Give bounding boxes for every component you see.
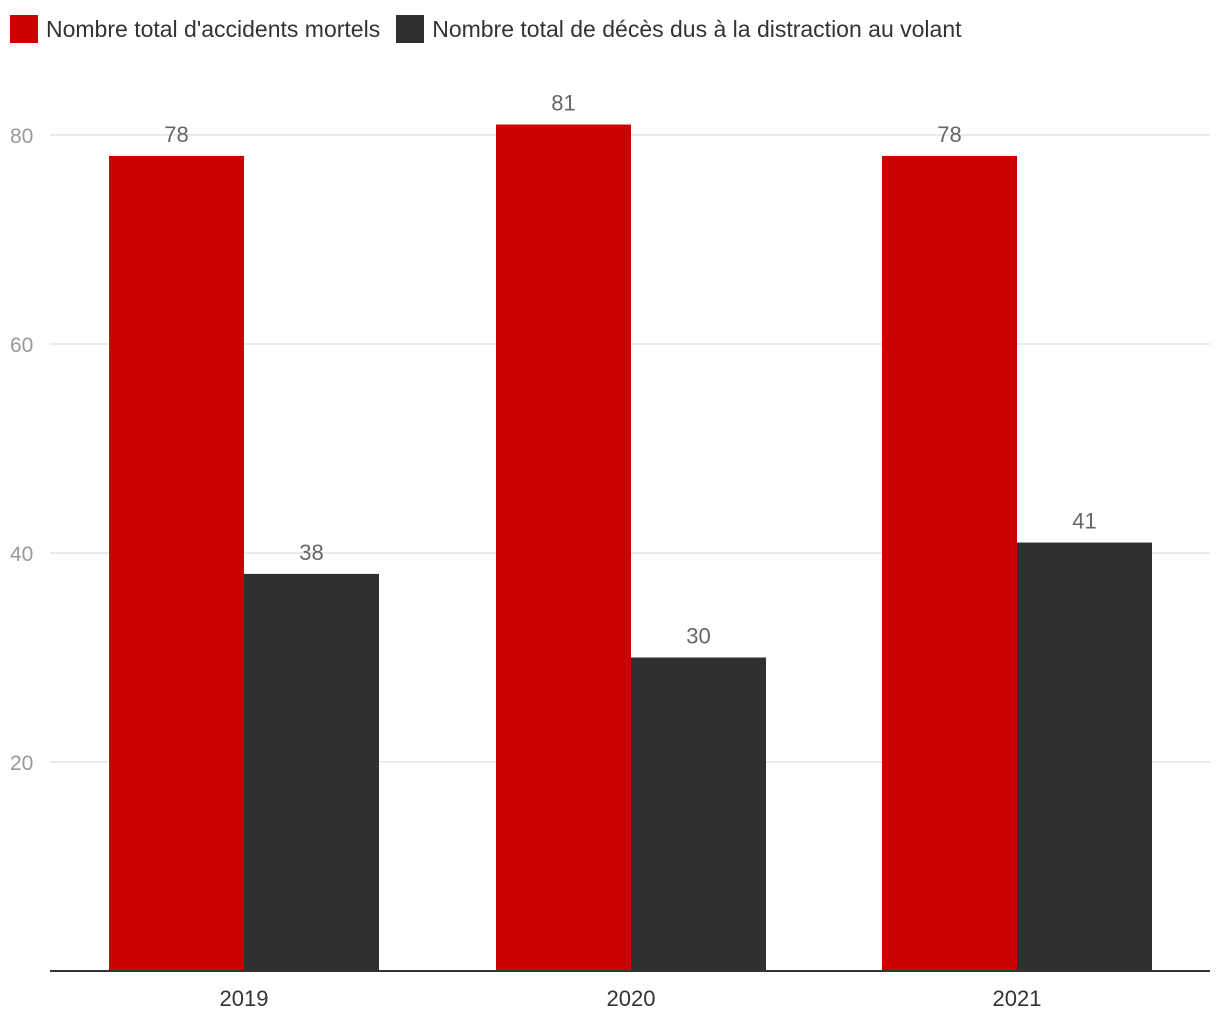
bar-distraction-deaths-2021: [1017, 542, 1152, 971]
bar-accidents-2019: [109, 155, 244, 971]
legend-label-distraction-deaths: Nombre total de décès dus à la distracti…: [432, 15, 962, 42]
bar-accidents-2021: [882, 155, 1017, 971]
x-tick-label-2021: 2021: [993, 986, 1042, 1011]
legend-swatch-distraction-deaths: [396, 15, 425, 43]
legend-swatch-accidents: [10, 15, 38, 43]
chart-legend: Nombre total d'accidents mortels Nombre …: [10, 14, 978, 44]
legend-item-distraction-deaths[interactable]: Nombre total de décès dus à la distracti…: [396, 15, 962, 43]
x-tick-label-2019: 2019: [220, 986, 269, 1011]
legend-item-accidents[interactable]: Nombre total d'accidents mortels: [10, 15, 380, 43]
axes: 2019 2020 2021: [50, 970, 1210, 1011]
value-label-accidents-2021: 78: [937, 122, 961, 147]
legend-label-accidents: Nombre total d'accidents mortels: [46, 15, 381, 42]
bar-distraction-deaths-2019: [244, 573, 379, 971]
value-label-accidents-2020: 81: [551, 91, 575, 116]
value-label-accidents-2019: 78: [164, 122, 188, 147]
value-label-distraction-deaths-2020: 30: [686, 624, 710, 649]
bar-distraction-deaths-2020: [631, 657, 766, 971]
value-label-distraction-deaths-2021: 41: [1072, 509, 1096, 534]
x-tick-label-2020: 2020: [607, 986, 656, 1011]
y-tick-label-20: 20: [10, 752, 33, 775]
y-tick-label-40: 40: [10, 543, 33, 566]
bars: [109, 124, 1152, 972]
bar-accidents-2020: [496, 124, 631, 972]
y-tick-label-80: 80: [10, 125, 33, 148]
value-labels: 78 38 81 30 78 41: [164, 91, 1096, 649]
y-tick-label-60: 60: [10, 334, 33, 357]
value-label-distraction-deaths-2019: 38: [299, 540, 323, 565]
